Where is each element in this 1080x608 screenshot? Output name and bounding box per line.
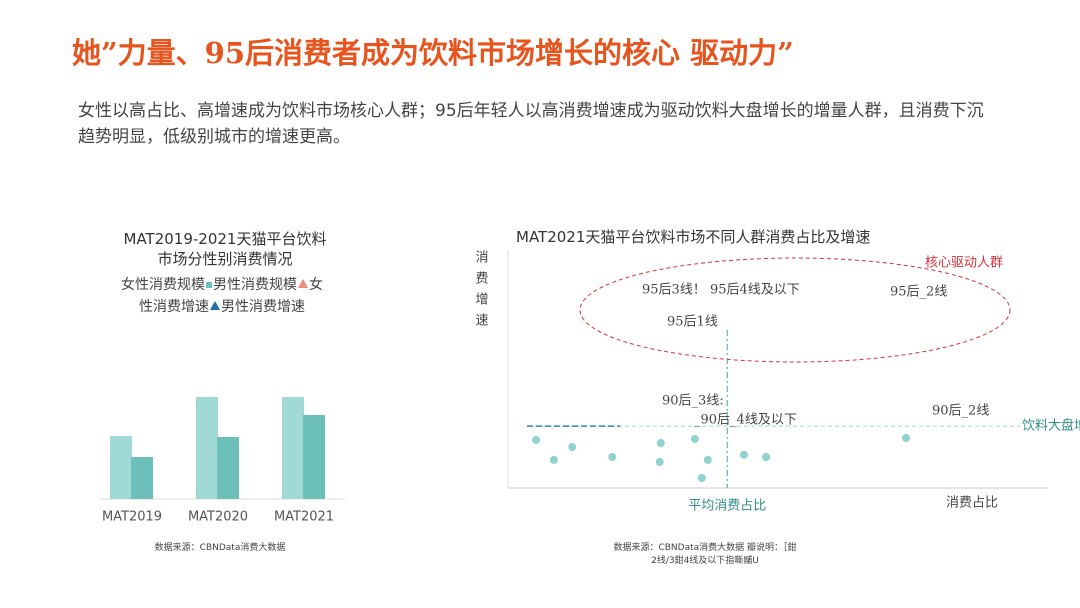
legend: 女性消费规模 男性消费规模 女性消费增速 男性消费增速	[116, 274, 328, 318]
legend-marker	[298, 279, 308, 288]
bar	[196, 397, 218, 499]
annotation: 90后_3线:	[662, 394, 724, 409]
annotation: 95后1线	[667, 315, 718, 330]
data-point	[656, 439, 665, 448]
data-point	[532, 435, 541, 444]
description: 女性以高占比、高增速成为饮料市场核心人群；95后年轻人以高消费增速成为驱动饮料大…	[78, 101, 984, 147]
annotation: 核心驱动人群	[925, 256, 1003, 271]
bar	[303, 415, 325, 499]
annotation: 90后_2线	[932, 404, 989, 419]
annotation: 95后3线！ 95后4线及以下	[642, 283, 800, 298]
reference-label: 饮料大盘增速	[1022, 418, 1080, 434]
highlight-ellipse	[579, 257, 1011, 363]
reference-label: 平均消费占比	[688, 499, 766, 514]
y-axis-label: 消费增速	[473, 250, 489, 334]
data-point	[549, 455, 558, 464]
legend-label: 女性消费规模	[121, 277, 205, 293]
bar	[217, 437, 239, 499]
source-note: 数据来源：CBNData消费大数据 瓣说明：［鉗 2线/3鉗4线及以下指嘶鬴U	[613, 543, 797, 566]
data-point	[568, 443, 577, 452]
data-point	[703, 455, 712, 464]
source-note: 数据来源：CBNData消费大数据	[154, 543, 286, 553]
data-point	[697, 474, 706, 483]
data-point	[690, 434, 699, 443]
x-tick-label: MAT2021	[274, 510, 334, 525]
legend-marker	[206, 282, 212, 288]
data-point	[608, 453, 617, 462]
chart-title: MAT2021天猫平台饮料市场不同人群消费占比及增速	[516, 228, 871, 246]
legend-label: 男性消费增速	[221, 299, 305, 315]
data-point	[901, 434, 910, 443]
annotation: 95后_2线	[890, 285, 947, 300]
x-axis-label: 消费占比	[946, 496, 998, 511]
data-point	[762, 453, 771, 462]
bar	[110, 436, 132, 499]
data-point	[655, 458, 664, 467]
chart-title: MAT2019-2021天猫平台饮料 市场分性别消费情况	[123, 230, 327, 268]
bar	[131, 457, 153, 499]
x-tick-label: MAT2020	[188, 510, 248, 525]
bar	[282, 397, 304, 499]
legend-marker	[210, 301, 220, 310]
annotation: _90后_4线及以下	[694, 413, 797, 428]
legend-label: 女性消费增速	[139, 277, 323, 315]
legend-label: 男性消费规模	[213, 277, 297, 293]
slide-title: 她”力量、95后消费者成为饮料市场增长的核心 驱动力”	[72, 36, 794, 70]
data-point	[739, 450, 748, 459]
x-tick-label: MAT2019	[102, 510, 162, 525]
